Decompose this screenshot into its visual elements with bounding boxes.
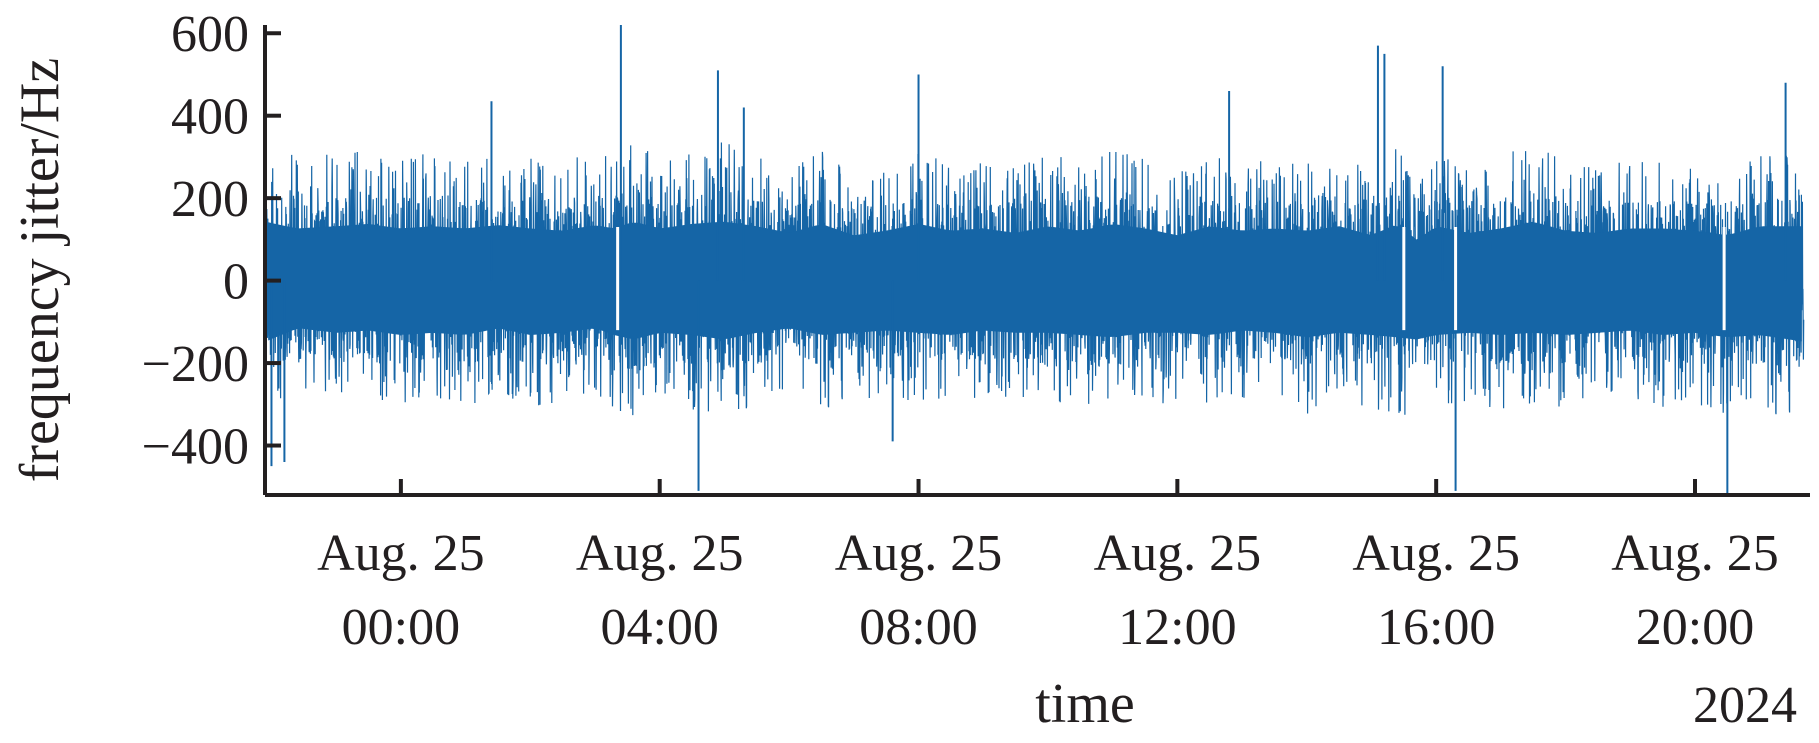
x-axis-year-label: 2024: [1693, 677, 1797, 734]
y-tick-label: 400: [171, 89, 249, 146]
jitter-series-core: [268, 221, 1802, 342]
y-tick-label: −200: [142, 336, 249, 393]
x-tick-label: Aug. 25: [835, 525, 1003, 582]
axes: [263, 25, 1810, 497]
x-tick-label: Aug. 25: [317, 525, 485, 582]
x-tick-label: Aug. 25: [1611, 525, 1779, 582]
x-tick-label: 12:00: [1118, 599, 1236, 656]
x-tick-label: 00:00: [342, 599, 460, 656]
x-tick-label: 16:00: [1377, 599, 1495, 656]
x-axis-label: time: [1035, 673, 1135, 735]
series-layer: [265, 25, 1805, 495]
x-tick-label: 20:00: [1636, 599, 1754, 656]
y-tick-label: 600: [171, 6, 249, 63]
y-tick-label: −400: [142, 419, 249, 476]
x-tick-label: 04:00: [600, 599, 718, 656]
x-tick-label: Aug. 25: [1352, 525, 1520, 582]
y-tick-label: 200: [171, 171, 249, 228]
x-tick-label: 08:00: [859, 599, 977, 656]
y-tick-label: 0: [223, 254, 249, 311]
x-tick-label: Aug. 25: [1094, 525, 1262, 582]
ticks: 600 400 200 0 −200 −400 Aug. 25 00:00 Aug. 25 04:…: [142, 6, 1779, 656]
x-tick-label: Aug. 25: [576, 525, 744, 582]
y-axis-label: frequency jitter/Hz: [9, 58, 71, 482]
